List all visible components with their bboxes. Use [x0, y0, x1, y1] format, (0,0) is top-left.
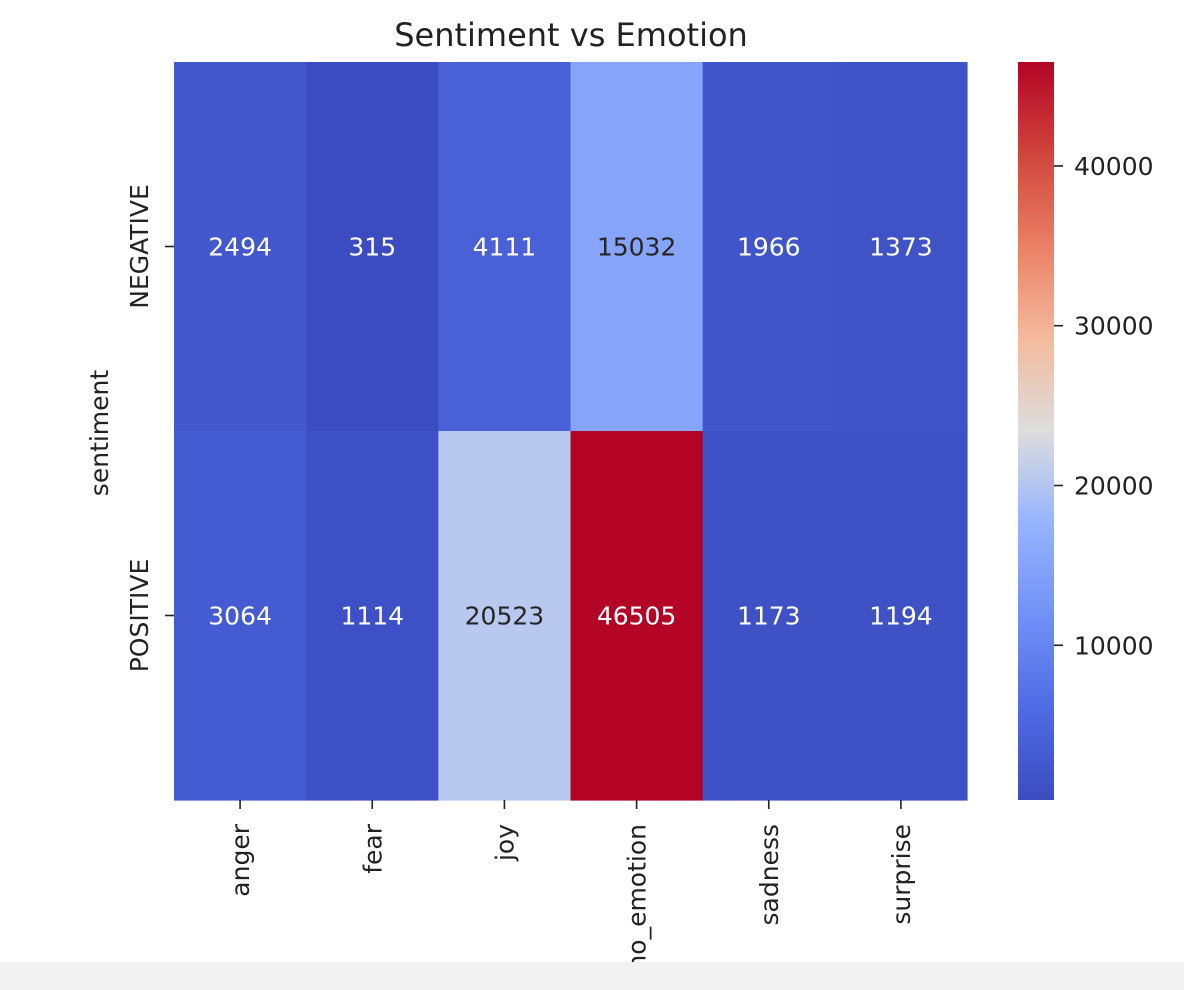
- x-tick-label: sadness: [755, 824, 784, 926]
- x-tick-label: joy: [490, 824, 519, 862]
- cell-value-label: 15032: [597, 233, 677, 262]
- heatmap-cell: [570, 431, 704, 801]
- heatmap-cell: [702, 62, 836, 432]
- x-axis: anger fear joy no_emotion sadness surprise: [226, 800, 916, 971]
- colorbar: 10000 20000 30000 40000: [1018, 62, 1154, 800]
- colorbar-tick-label: 20000: [1074, 471, 1154, 500]
- cell-value-label: 3064: [208, 602, 272, 631]
- heatmap-cell: [702, 431, 836, 801]
- heatmap-cell: [306, 62, 439, 432]
- cell-value-label: 2494: [208, 233, 272, 262]
- colorbar-ticks: 10000 20000 30000 40000: [1054, 152, 1154, 660]
- heatmap-cell: [306, 431, 439, 801]
- heatmap-cell: [570, 62, 704, 432]
- colorbar-tick-label: 40000: [1074, 152, 1154, 181]
- cell-value-label: 20523: [465, 602, 545, 631]
- cell-value-label: 4111: [473, 233, 537, 262]
- x-tick-label: no_emotion: [623, 824, 652, 971]
- bottom-scroll-strip: [0, 962, 1184, 990]
- colorbar-tick-label: 30000: [1074, 312, 1154, 341]
- colorbar-gradient: [1018, 62, 1054, 800]
- heatmap-cell: [438, 62, 572, 432]
- x-tick-label: fear: [358, 823, 387, 874]
- cell-value-label: 315: [348, 233, 396, 262]
- y-tick-label: NEGATIVE: [125, 184, 154, 309]
- chart-title: Sentiment vs Emotion: [394, 16, 748, 54]
- heatmap-cell: [834, 62, 968, 432]
- heatmap-cell: [174, 431, 307, 801]
- colorbar-tick-label: 10000: [1074, 631, 1154, 660]
- cell-value-label: 1114: [340, 602, 404, 631]
- heatmap-cells: [174, 62, 968, 801]
- y-tick-label: POSITIVE: [125, 559, 154, 673]
- heatmap-cell: [174, 62, 307, 432]
- cell-value-label: 1173: [737, 602, 801, 631]
- y-axis-label: sentiment: [85, 370, 114, 497]
- cell-annotations: 2494 315 4111 15032 1966 1373 3064 1114 20523 465…: [208, 233, 932, 631]
- x-tick-label: anger: [226, 823, 255, 896]
- cell-value-label: 1373: [869, 233, 933, 262]
- cell-value-label: 1966: [737, 233, 801, 262]
- y-axis: NEGATIVE POSITIVE: [125, 184, 174, 672]
- cell-value-label: 46505: [597, 602, 677, 631]
- heatmap-cell: [834, 431, 968, 801]
- heatmap-cell: [438, 431, 572, 801]
- x-tick-label: surprise: [887, 824, 916, 925]
- cell-value-label: 1194: [869, 602, 933, 631]
